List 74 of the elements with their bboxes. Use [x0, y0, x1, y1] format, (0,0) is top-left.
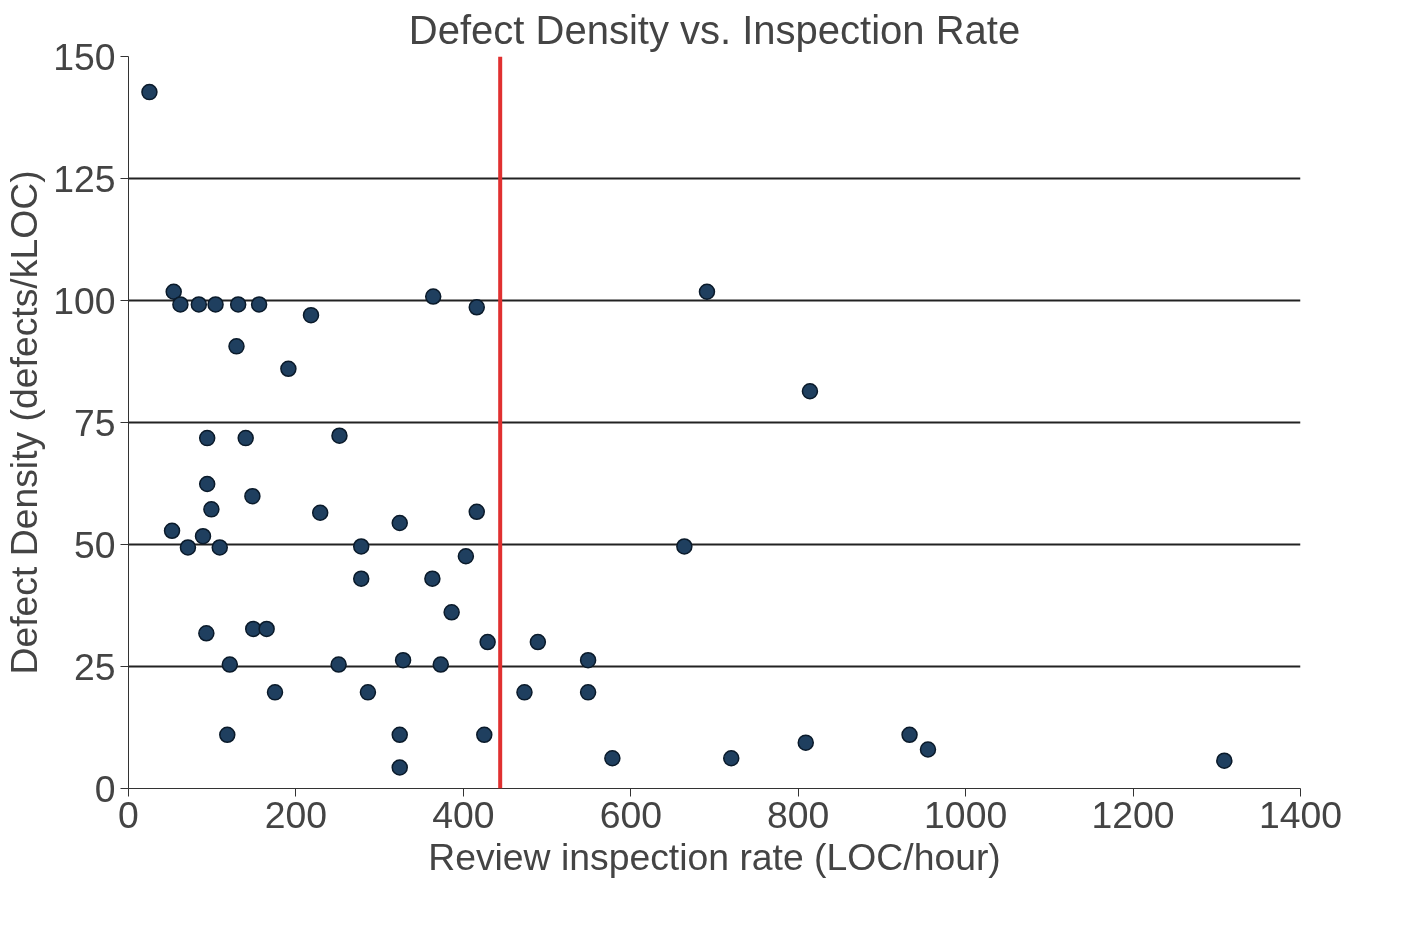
point [801, 383, 819, 400]
point [165, 283, 182, 300]
x-tick-label: 400 [432, 793, 495, 836]
point [179, 539, 197, 556]
point [311, 504, 329, 522]
y-tick-label: 25 [73, 645, 116, 688]
x-tick-label: 600 [599, 793, 662, 836]
point [391, 514, 408, 532]
point [797, 734, 814, 751]
point [302, 306, 320, 324]
y-tick-label: 75 [73, 401, 116, 444]
point [468, 503, 485, 521]
point [280, 360, 297, 378]
point [250, 296, 268, 313]
point [163, 522, 181, 540]
point [424, 570, 441, 587]
point [172, 296, 189, 313]
x-tick-label: 200 [264, 793, 328, 836]
y-tick-label: 100 [53, 279, 116, 322]
point [394, 651, 412, 669]
point [676, 538, 693, 555]
point [141, 83, 158, 101]
point [359, 684, 377, 701]
point [468, 299, 485, 316]
x-axis-title: Review inspection rate (LOC/hour) [428, 835, 1001, 878]
point [443, 604, 460, 621]
point [331, 427, 348, 444]
point [198, 475, 216, 493]
chart-title: Defect Density vs. Inspection Rate [408, 7, 1021, 52]
point [919, 741, 937, 758]
point [722, 750, 740, 767]
point [476, 726, 493, 744]
point [698, 283, 716, 300]
y-axis-title: Defect Density (defects/kLOC) [3, 170, 46, 675]
point [194, 527, 212, 545]
point [198, 429, 216, 447]
point [207, 296, 224, 313]
y-tick-label: 50 [73, 523, 116, 566]
point [244, 487, 261, 505]
point [190, 296, 208, 313]
point [579, 684, 597, 701]
point [211, 539, 228, 556]
point [352, 570, 370, 587]
point [391, 726, 408, 744]
point [330, 656, 347, 673]
point [391, 759, 408, 776]
point [237, 429, 254, 447]
point [529, 633, 547, 651]
point [203, 501, 220, 518]
x-tick-label: 1000 [924, 793, 1008, 836]
point [198, 625, 215, 642]
point [352, 538, 370, 555]
x-tick-label: 800 [767, 793, 830, 836]
point [516, 684, 533, 701]
point [229, 296, 247, 313]
point [258, 620, 275, 638]
point [266, 684, 284, 701]
point [901, 726, 918, 744]
point [479, 633, 496, 651]
y-tick-label: 150 [53, 35, 116, 78]
point [221, 656, 239, 673]
point [1216, 752, 1233, 769]
point [424, 288, 442, 305]
point [432, 656, 449, 673]
x-tick-label: 1200 [1091, 793, 1175, 836]
point [579, 651, 597, 669]
point [604, 750, 621, 767]
y-tick-label: 0 [94, 767, 116, 810]
x-tick-label: 1400 [1258, 793, 1343, 836]
point [228, 338, 245, 355]
point [457, 547, 475, 565]
y-tick-label: 125 [53, 157, 116, 200]
point [244, 620, 262, 638]
point [219, 726, 236, 744]
